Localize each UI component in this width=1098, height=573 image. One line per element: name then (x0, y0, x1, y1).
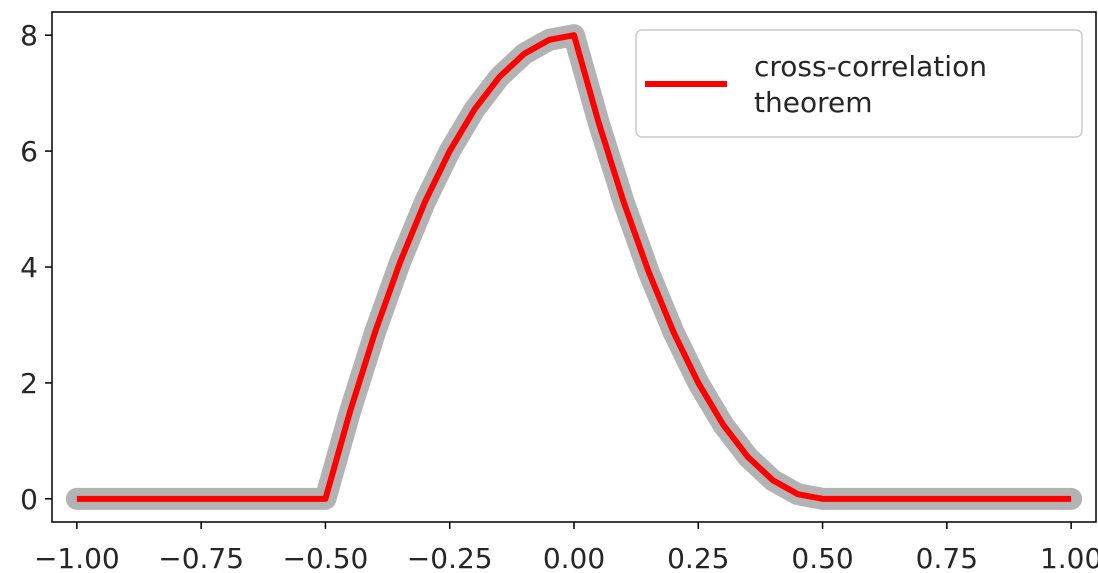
x-tick-label: −0.50 (283, 542, 369, 573)
x-tick-label: 1.00 (1040, 542, 1098, 573)
x-tick-label: 0.00 (543, 542, 605, 573)
x-tick-label: 0.50 (791, 542, 853, 573)
x-tick-label: −0.75 (158, 542, 244, 573)
series-line-cross-correlation (76, 32, 1072, 502)
ticks-layer: −1.00 −0.75 −0.50 −0.25 0.00 0.25 0.50 0.75 1.00… (20, 19, 1098, 573)
y-tick-label: 2 (20, 367, 38, 400)
legend-label-line: theorem (754, 86, 872, 119)
y-tick-label: 4 (20, 251, 38, 284)
legend-label: cross-correlation theorem (754, 50, 987, 119)
x-tick-label: −0.25 (407, 542, 493, 573)
y-tick-label: 0 (20, 483, 38, 516)
x-tick-label: 0.25 (667, 542, 729, 573)
y-tick-label: 6 (20, 135, 38, 168)
x-tick-label: 0.75 (916, 542, 978, 573)
legend-box (635, 29, 1083, 138)
y-tick-label: 8 (20, 19, 38, 52)
legend: cross-correlation theorem (635, 29, 1083, 138)
series-layer (65, 24, 1083, 510)
x-tick-label: −1.00 (34, 542, 120, 573)
legend-label-line: cross-correlation (754, 50, 987, 83)
